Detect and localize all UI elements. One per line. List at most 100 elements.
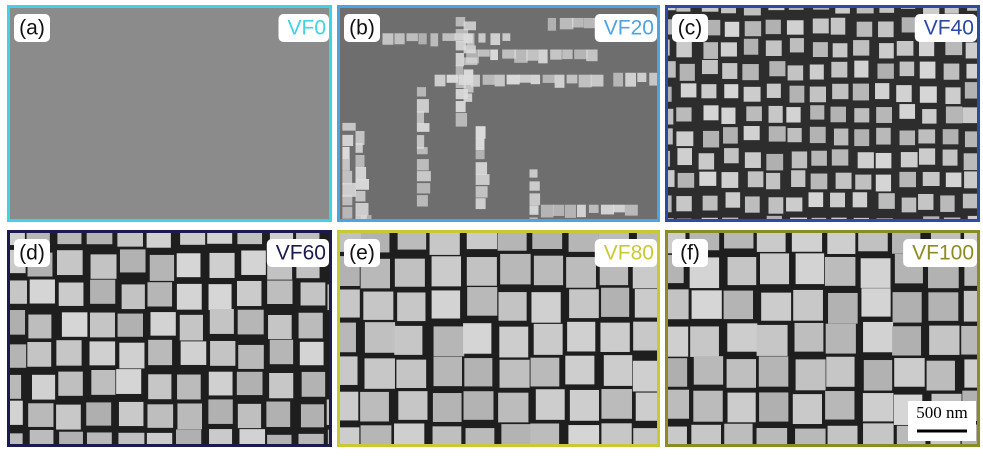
precipitate [529, 169, 537, 177]
precipitate [476, 198, 486, 209]
precipitate [601, 288, 629, 317]
precipitate [744, 87, 761, 102]
precipitate [59, 283, 84, 306]
precipitate [301, 282, 326, 305]
panel-label: (c) [678, 17, 703, 40]
precipitate [550, 49, 562, 59]
precipitate [490, 33, 500, 45]
precipitate [241, 250, 266, 274]
precipitate [238, 345, 264, 369]
precipitate [519, 75, 531, 83]
precipitate [147, 282, 172, 306]
precipitate [726, 192, 741, 207]
precipitate [919, 148, 935, 164]
precipitate [786, 197, 802, 211]
precipitate [703, 42, 718, 59]
precipitate [690, 326, 719, 357]
precipitate [90, 280, 115, 304]
precipitate [531, 75, 540, 85]
precipitate [432, 256, 461, 286]
page: {"panels": [ {"label": "(a)", "name": "V… [0, 0, 983, 451]
precipitate [58, 372, 83, 396]
precipitate [721, 42, 737, 56]
precipitate [853, 40, 869, 56]
precipitate [456, 89, 468, 99]
precipitate [342, 171, 352, 185]
precipitate [577, 205, 586, 217]
precipitate [417, 111, 424, 124]
precipitate [945, 87, 960, 104]
precipitate [238, 310, 264, 335]
precipitate [677, 148, 692, 165]
precipitate [328, 392, 358, 421]
precipitate [464, 21, 476, 30]
precipitate [745, 196, 760, 212]
precipitate [298, 434, 323, 451]
precipitate [430, 224, 460, 255]
precipitate [119, 402, 144, 426]
precipitate [833, 43, 848, 57]
precipitate [237, 372, 263, 395]
precipitate [417, 171, 431, 181]
precipitate [62, 312, 87, 336]
vf-label: VF60 [276, 242, 326, 265]
precipitate [722, 63, 737, 79]
precipitate [584, 18, 596, 28]
precipitate [613, 73, 623, 87]
precipitate [502, 49, 516, 58]
precipitate [728, 257, 757, 285]
precipitate [878, 193, 894, 209]
precipitate [208, 399, 232, 423]
precipitate [658, 327, 688, 357]
precipitate [724, 148, 739, 163]
precipitate [30, 280, 55, 304]
precipitate [59, 432, 83, 451]
precipitate [210, 253, 235, 278]
precipitate [538, 49, 547, 63]
precipitate [456, 65, 463, 78]
precipitate [601, 205, 614, 215]
precipitate [701, 84, 716, 98]
precipitate [863, 393, 894, 421]
precipitate [879, 43, 894, 58]
precipitate [567, 75, 578, 84]
panel-label: (a) [19, 17, 45, 40]
precipitate [968, 216, 983, 232]
precipitate [209, 284, 232, 310]
precipitate [177, 253, 201, 277]
precipitate [532, 220, 562, 249]
precipitate [555, 75, 565, 88]
precipitate [498, 220, 527, 250]
precipitate [177, 284, 202, 310]
precipitate [342, 195, 352, 205]
precipitate [766, 40, 782, 56]
precipitate [586, 49, 597, 61]
precipitate [498, 393, 528, 423]
precipitate [478, 33, 485, 42]
precipitate [899, 172, 916, 187]
precipitate [918, 129, 935, 143]
precipitate [790, 38, 804, 52]
precipitate [693, 391, 722, 422]
precipitate [940, 195, 954, 212]
precipitate [467, 287, 497, 316]
precipitate [176, 429, 201, 451]
precipitate [699, 153, 715, 169]
precipitate [900, 62, 915, 77]
precipitate [417, 183, 430, 193]
precipitate [826, 357, 854, 387]
precipitate [87, 432, 112, 451]
precipitate [790, 86, 805, 103]
precipitate [330, 427, 360, 451]
scale-bar-label: 500 nm [916, 403, 967, 422]
precipitate [853, 84, 869, 101]
precipitate [744, 126, 760, 140]
precipitate [300, 342, 324, 365]
precipitate [91, 370, 115, 395]
precipitate [660, 390, 689, 419]
precipitate [832, 84, 848, 99]
precipitate [331, 289, 359, 317]
precipitate [490, 49, 498, 60]
precipitate [601, 389, 632, 419]
precipitate [565, 356, 594, 385]
